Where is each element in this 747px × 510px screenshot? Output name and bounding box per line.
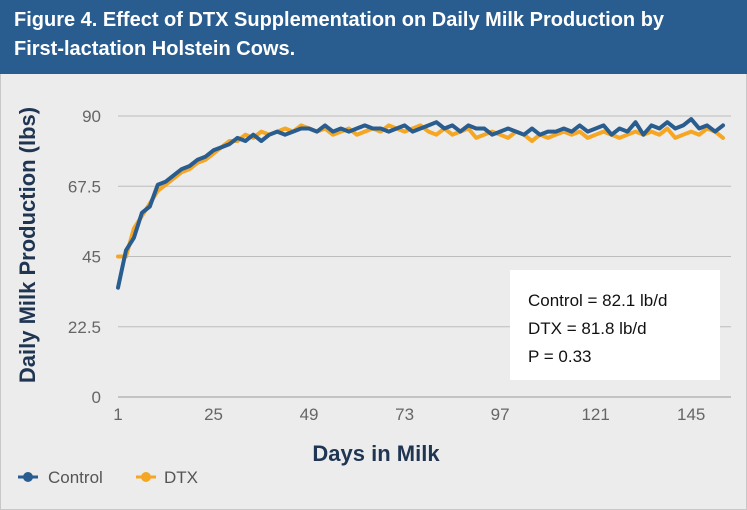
legend: Control DTX (18, 468, 198, 487)
y-tick-labels: 0 22.5 45 67.5 90 (68, 107, 101, 407)
x-tick-label-6: 145 (677, 405, 705, 424)
x-tick-label-1: 25 (204, 405, 223, 424)
title-banner: Figure 4. Effect of DTX Supplementation … (0, 0, 747, 74)
stat-control: Control = 82.1 lb/d (528, 291, 667, 310)
legend-item-control[interactable]: Control (18, 468, 103, 487)
y-tick-label-2: 45 (82, 248, 101, 267)
legend-swatch-dtx-marker (141, 472, 151, 482)
stat-p-value: P = 0.33 (528, 347, 592, 366)
y-axis-title: Daily Milk Production (lbs) (15, 107, 40, 383)
series-lines (116, 117, 725, 290)
stats-box-background (510, 270, 720, 380)
x-tick-label-3: 73 (395, 405, 414, 424)
y-tick-label-3: 67.5 (68, 177, 101, 196)
legend-label-dtx: DTX (164, 468, 198, 487)
legend-label-control: Control (48, 468, 103, 487)
x-tick-label-0: 1 (113, 405, 122, 424)
legend-item-dtx[interactable]: DTX (136, 468, 198, 487)
y-tick-label-4: 90 (82, 107, 101, 126)
x-tick-label-5: 121 (581, 405, 609, 424)
chart-title-line-1: Figure 4. Effect of DTX Supplementation … (14, 9, 665, 31)
x-axis-title: Days in Milk (312, 441, 440, 466)
series-line-control (116, 117, 725, 290)
chart-title-line-2: First-lactation Holstein Cows. (14, 38, 296, 60)
x-tick-label-2: 49 (300, 405, 319, 424)
stat-dtx: DTX = 81.8 lb/d (528, 319, 647, 338)
x-tick-label-4: 97 (491, 405, 510, 424)
series-line-dtx (116, 123, 725, 259)
x-tick-labels: 1 25 49 73 97 121 145 (113, 405, 705, 424)
legend-swatch-control-marker (23, 472, 33, 482)
y-tick-label-0: 0 (92, 388, 101, 407)
stats-annotation-box: Control = 82.1 lb/d DTX = 81.8 lb/d P = … (510, 270, 720, 380)
y-tick-label-1: 22.5 (68, 318, 101, 337)
